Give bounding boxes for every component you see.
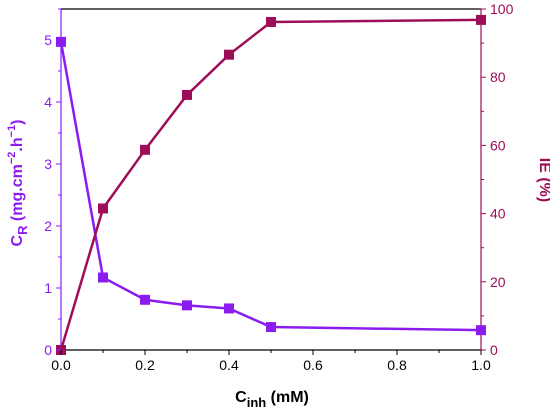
left-y-axis-title-unit2: .h (9, 137, 26, 151)
left-y-tick-label: 0 (44, 342, 52, 358)
x-axis-title: Cinh (mM) (235, 389, 309, 410)
corrosion-rate-data-point (224, 303, 234, 314)
right-y-tick-label: 100 (490, 1, 514, 17)
inhibition-efficiency-data-point (182, 89, 192, 100)
x-tick-label: 1.0 (471, 357, 491, 373)
left-y-tick-label: 3 (44, 156, 52, 172)
corrosion-rate-data-point (98, 272, 108, 283)
x-axis-title-unit: (mM) (266, 389, 309, 406)
left-y-tick-label: 4 (44, 94, 52, 110)
x-axis-title-sub: inh (247, 395, 267, 410)
right-y-tick-label: 60 (490, 137, 506, 153)
left-y-axis-title-sup: −2 (6, 152, 18, 165)
corrosion-rate-data-point (182, 300, 192, 311)
left-y-tick-label: 5 (44, 32, 52, 48)
x-tick-label: 0.4 (219, 357, 239, 373)
inhibition-efficiency-data-point (140, 144, 150, 155)
x-tick-label: 0.2 (135, 357, 155, 373)
corrosion-rate-data-point (140, 294, 150, 305)
x-tick-label: 0.8 (387, 357, 407, 373)
left-y-axis-title-unit: (mg.cm (9, 164, 26, 225)
x-axis-title-main: C (235, 389, 247, 406)
left-y-axis-title-end: ) (9, 120, 26, 125)
x-tick-label: 0.0 (51, 357, 71, 373)
left-y-axis-title-sup2: −1 (6, 125, 18, 138)
right-y-tick-label: 20 (490, 274, 506, 290)
x-tick-label: 0.6 (303, 357, 323, 373)
axes-frame (60, 8, 482, 351)
left-y-tick-label: 2 (44, 218, 52, 234)
corrosion-rate-data-point (266, 322, 276, 333)
right-y-axis-title: IE (%) (536, 158, 550, 202)
left-y-axis-title-main: C (9, 234, 26, 246)
inhibition-efficiency-data-point (224, 49, 234, 60)
corrosion-rate-data-point (56, 36, 66, 47)
left-y-tick-label: 1 (44, 280, 52, 296)
corrosion-rate-series-line (59, 41, 482, 332)
right-y-tick-label: 40 (490, 206, 506, 222)
inhibition-efficiency-series-line (59, 18, 482, 351)
left-y-axis-title-sub: R (15, 225, 30, 235)
corrosion-rate-data-point (476, 325, 486, 336)
right-y-tick-label: 0 (490, 342, 498, 358)
inhibition-efficiency-data-point (98, 203, 108, 214)
inhibition-efficiency-data-point (476, 14, 486, 25)
inhibition-efficiency-data-point (266, 16, 276, 27)
left-y-axis-title: CR (mg.cm−2.h−1) (6, 120, 30, 247)
series-layer (56, 14, 486, 355)
right-y-tick-label: 80 (490, 69, 506, 85)
